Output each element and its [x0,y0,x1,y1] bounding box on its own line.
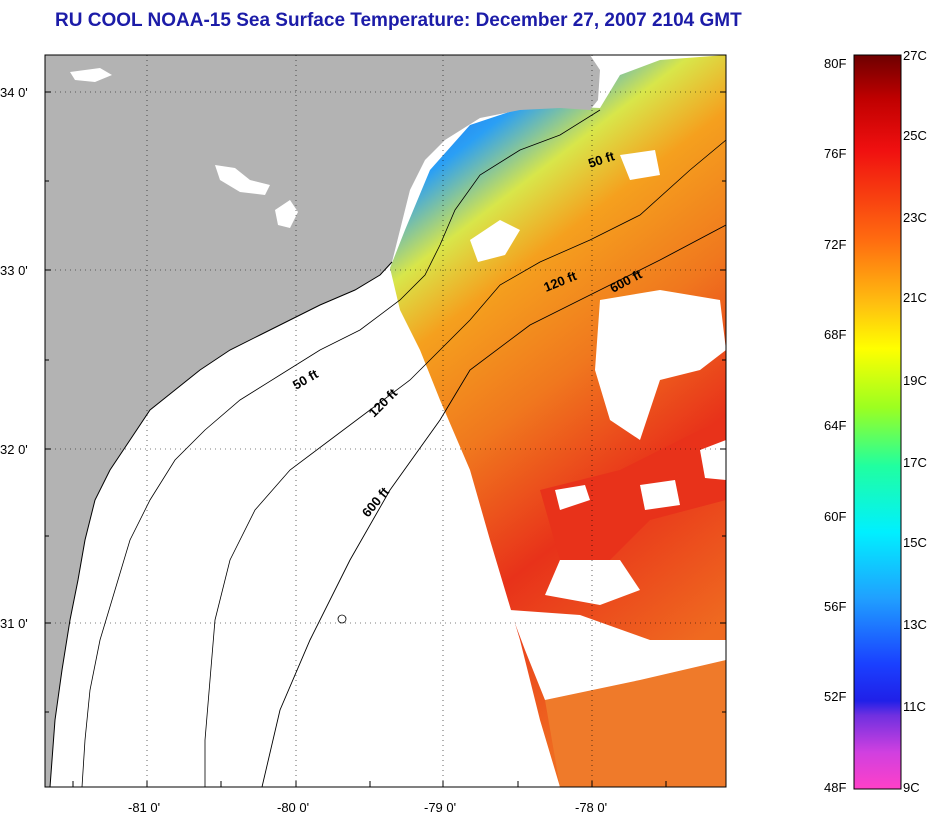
inland-water [275,200,298,228]
latitude-label: 34 0' [0,85,28,100]
warm-patch [545,660,726,787]
frame-ticks [45,91,726,787]
graticule [45,55,726,787]
colorbar [853,54,902,790]
cloud-area [640,480,680,510]
celsius-label: 19C [903,373,927,388]
celsius-label: 13C [903,617,927,632]
fahrenheit-label: 76F [824,146,846,161]
fahrenheit-label: 72F [824,237,846,252]
fahrenheit-label: 60F [824,509,846,524]
contour-600ft [261,224,726,787]
fahrenheit-label: 56F [824,599,846,614]
longitude-label: -79 0' [424,800,456,815]
celsius-label: 21C [903,290,927,305]
cloud-area [700,440,726,480]
longitude-label: -80 0' [277,800,309,815]
fahrenheit-label: 52F [824,689,846,704]
celsius-label: 27C [903,48,927,63]
warm-patch [540,420,726,560]
inland-water [70,68,112,82]
cloud-area [555,485,590,510]
inland-water [215,165,270,195]
celsius-scale: 27C 25C 23C 21C 19C 17C 15C 13C 11C 9C [903,48,927,795]
cloud-area [595,290,726,440]
cloud-area [510,610,726,700]
fahrenheit-label: 68F [824,327,846,342]
map-frame [44,54,727,788]
fahrenheit-label: 64F [824,418,846,433]
latitude-label: 31 0' [0,616,28,631]
cloud-area [470,220,520,262]
coastline [49,261,393,787]
celsius-label: 17C [903,455,927,470]
celsius-label: 23C [903,210,927,225]
contour-120ft [204,139,726,787]
fahrenheit-label: 80F [824,56,846,71]
fahrenheit-scale: 80F 76F 72F 68F 64F 60F 56F 52F 48F [824,56,846,795]
latitude-label: 33 0' [0,263,28,278]
cloud-area [545,560,640,605]
contour-50ft [81,109,601,787]
fahrenheit-label: 48F [824,780,846,795]
celsius-label: 9C [903,780,920,795]
celsius-label: 11C [903,699,926,714]
celsius-label: 25C [903,128,927,143]
longitude-label: -81 0' [128,800,160,815]
land [45,55,600,787]
celsius-label: 15C [903,535,927,550]
seamount-contour [337,614,347,624]
latitude-label: 32 0' [0,442,28,457]
longitude-label: -78 0' [575,800,607,815]
cloud-area [620,150,660,180]
map-title: RU COOL NOAA-15 Sea Surface Temperature:… [55,10,742,31]
